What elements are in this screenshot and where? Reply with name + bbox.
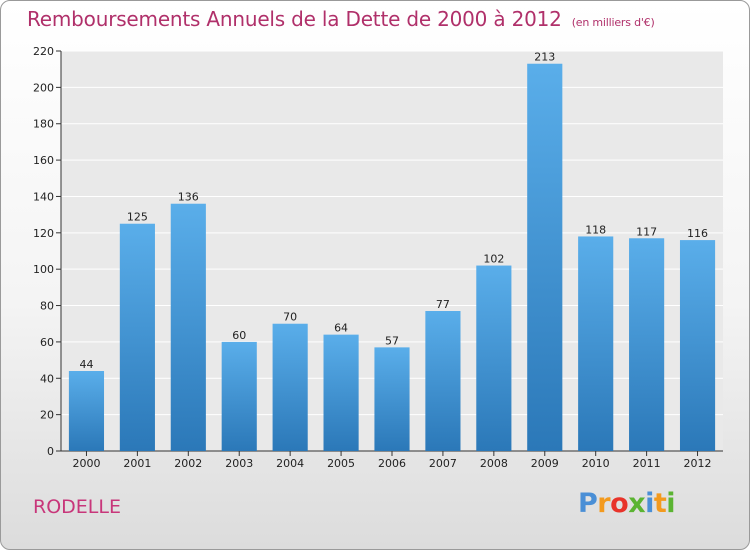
bar — [119, 223, 155, 451]
chart-title-text: Remboursements Annuels de la Dette de 20… — [27, 7, 562, 31]
bar — [425, 311, 461, 451]
y-tick-label: 200 — [33, 81, 54, 94]
data-label: 64 — [334, 322, 348, 335]
logo-letter: t — [653, 488, 667, 519]
x-tick-label: 2012 — [684, 457, 712, 470]
x-tick-label: 2001 — [123, 457, 151, 470]
x-tick-label: 2000 — [72, 457, 100, 470]
data-label: 116 — [687, 227, 708, 240]
data-label: 102 — [483, 253, 504, 266]
bar — [323, 334, 359, 451]
data-label: 213 — [534, 51, 555, 64]
y-tick-label: 80 — [40, 300, 54, 313]
data-label: 77 — [436, 298, 450, 311]
y-tick-label: 20 — [40, 409, 54, 422]
y-tick-label: 0 — [47, 445, 54, 458]
proxiti-logo: Proxiti — [578, 488, 676, 519]
data-label: 125 — [127, 211, 148, 224]
bar — [221, 341, 257, 451]
x-tick-label: 2006 — [378, 457, 406, 470]
data-label: 44 — [79, 358, 93, 371]
y-tick-label: 40 — [40, 372, 54, 385]
y-tick-label: 180 — [33, 118, 54, 131]
y-tick-label: 120 — [33, 227, 54, 240]
logo-letter: x — [628, 488, 646, 519]
x-tick-label: 2003 — [225, 457, 253, 470]
data-label: 70 — [283, 311, 297, 324]
chart-title: Remboursements Annuels de la Dette de 20… — [27, 7, 655, 31]
chart-subtitle: (en milliers d'€) — [571, 16, 655, 29]
y-tick-label: 220 — [33, 45, 54, 58]
commune-name: RODELLE — [33, 496, 121, 518]
logo-letter: i — [666, 488, 676, 519]
data-label: 117 — [636, 225, 657, 238]
x-tick-label: 2008 — [480, 457, 508, 470]
logo-letter: r — [597, 488, 611, 519]
data-label: 118 — [585, 223, 606, 236]
bar — [679, 240, 716, 451]
bar — [374, 347, 410, 451]
bar — [578, 236, 614, 451]
logo-letter: P — [578, 488, 598, 519]
y-tick-label: 100 — [33, 263, 54, 276]
x-tick-label: 2009 — [531, 457, 559, 470]
x-tick-label: 2011 — [633, 457, 661, 470]
x-tick-label: 2010 — [582, 457, 610, 470]
data-label: 60 — [232, 329, 246, 342]
x-tick-label: 2004 — [276, 457, 304, 470]
x-tick-label: 2007 — [429, 457, 457, 470]
bar — [629, 238, 665, 451]
bar — [527, 63, 563, 452]
y-tick-label: 140 — [33, 190, 54, 203]
bar — [272, 323, 308, 451]
y-tick-label: 60 — [40, 336, 54, 349]
logo-letter: o — [610, 488, 629, 519]
y-tick-label: 160 — [33, 154, 54, 167]
logo-letter: i — [645, 488, 654, 519]
data-label: 136 — [178, 191, 199, 204]
bar — [68, 371, 105, 451]
bar — [170, 203, 206, 451]
x-tick-label: 2005 — [327, 457, 355, 470]
x-tick-label: 2002 — [174, 457, 202, 470]
bar — [476, 265, 512, 451]
data-label: 57 — [385, 334, 399, 347]
